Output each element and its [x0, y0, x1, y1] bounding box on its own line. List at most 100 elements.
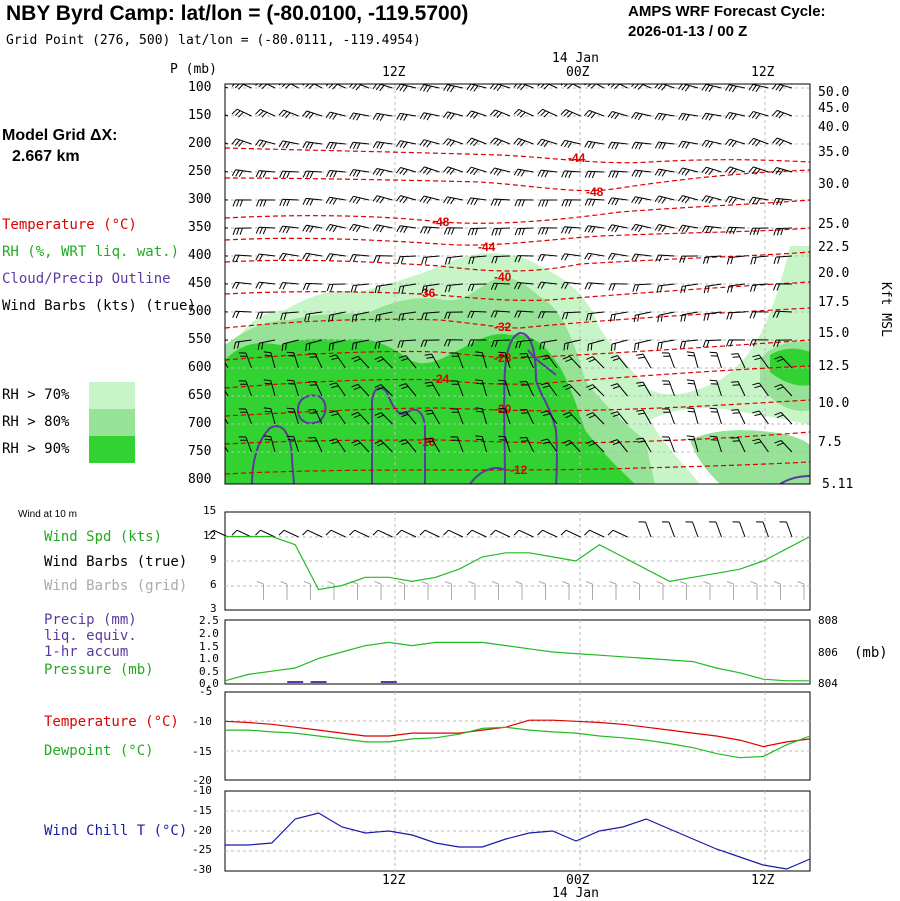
wind-barb [396, 84, 417, 92]
temp-contour-label: -12 [510, 463, 528, 477]
wind-barb [349, 169, 370, 177]
wind-barb [225, 417, 229, 425]
temp-tick-m5: -5 [199, 685, 213, 698]
wind-barb [772, 84, 793, 92]
wind-barb [513, 108, 534, 118]
wind-barb [372, 84, 393, 92]
wind-barb [731, 409, 746, 425]
wind-barb [752, 438, 769, 453]
precip-bar [310, 681, 327, 683]
surface-wind-barb [372, 529, 393, 538]
wind-barb [349, 141, 370, 150]
wind-barb [631, 223, 652, 233]
wind-barb [537, 254, 558, 262]
precip-tick-1-0: 1.0 [199, 652, 219, 665]
wind-barb [702, 339, 722, 348]
wind-barb [654, 141, 675, 150]
wind-barb [238, 408, 252, 425]
wind-barb [748, 137, 769, 147]
wind-barb [563, 339, 581, 351]
wind-barb [519, 409, 534, 425]
wind-barb [399, 383, 417, 397]
precip-pressure-panel [224, 619, 811, 685]
wind-barb [304, 311, 323, 322]
wind-barb [586, 384, 605, 397]
wind-barb [419, 112, 440, 121]
wind-barb [286, 379, 299, 397]
wind-barb [424, 437, 440, 453]
wind-barb [238, 380, 252, 397]
wind-barb [278, 109, 299, 119]
wind-barb [329, 354, 346, 369]
wind-barb [540, 354, 558, 369]
surface-wind-barb [396, 529, 417, 538]
wind-barb [398, 283, 417, 294]
wind-barb [634, 339, 652, 351]
wind-barb [490, 198, 511, 207]
kft-msl-label: Kft MSL [878, 282, 893, 337]
wind-barb [725, 138, 746, 148]
wind-barb [560, 139, 581, 148]
h-label-35: 35.0 [818, 145, 850, 160]
temp-contour-label: -44 [478, 240, 496, 254]
wind-barb [256, 311, 276, 319]
wind-barb [232, 310, 252, 319]
wind-barb [351, 383, 370, 397]
wind-barb [661, 380, 675, 397]
wind-barb [399, 355, 417, 369]
wind-barb [231, 138, 252, 147]
wind-barb [232, 199, 252, 207]
wind-barb [537, 281, 558, 289]
wind-barb [302, 170, 323, 179]
wind-barb [631, 253, 652, 261]
wind-barb [560, 109, 581, 118]
wind-barb [325, 224, 346, 233]
wind-barb [731, 381, 746, 397]
wind-barb [561, 226, 581, 234]
wind-barb [610, 355, 628, 369]
wind-barb [308, 437, 323, 453]
wind-barb [263, 407, 276, 425]
wind-barb [255, 139, 276, 148]
wind-barb [513, 137, 534, 147]
wind-barb [678, 195, 699, 204]
wind-barb [372, 195, 393, 204]
p-label-650: 650 [188, 388, 212, 403]
h-label-22-5: 22.5 [818, 240, 850, 255]
wind-barb [490, 137, 511, 147]
wind-barb [351, 439, 370, 453]
p-label-600: 600 [188, 360, 212, 375]
wind-barb [442, 111, 464, 120]
wind-barb [752, 410, 769, 425]
wind-barb [678, 113, 699, 121]
forecast-cycle-value: 2026-01-13 / 00 Z [628, 23, 748, 40]
wc-tick-m10: -10 [192, 784, 212, 797]
grid-wind-barb [773, 581, 781, 600]
bottom-tick-00z: 00Z [566, 873, 590, 888]
wind-barb [584, 109, 605, 119]
wind-barb [475, 435, 487, 453]
windchill-label: Wind Chill T (°C) [44, 823, 188, 839]
wind-barb [286, 435, 299, 453]
wind-barb [631, 141, 652, 150]
wind-barb [302, 282, 323, 291]
wind-barb [519, 381, 534, 397]
wind-barb [678, 84, 699, 92]
surface-wind-barb [231, 529, 252, 538]
wind-barb [560, 253, 581, 261]
p-label-150: 150 [188, 108, 212, 123]
surface-wind-barb [513, 529, 534, 538]
wind-barb [514, 227, 534, 236]
wind-barb [325, 111, 346, 120]
top-tick-12z-a: 12Z [382, 65, 406, 80]
wind-barb [560, 281, 581, 290]
wind-barb [587, 339, 605, 352]
surface-barbs-true [208, 521, 793, 538]
temperature-line [224, 719, 811, 748]
wind-barb [610, 411, 628, 425]
p-label-750: 750 [188, 444, 212, 459]
wind-barb [232, 227, 252, 235]
top-tick-12z-b: 12Z [751, 65, 775, 80]
wind-barb [279, 282, 299, 290]
p-label-300: 300 [188, 192, 212, 207]
